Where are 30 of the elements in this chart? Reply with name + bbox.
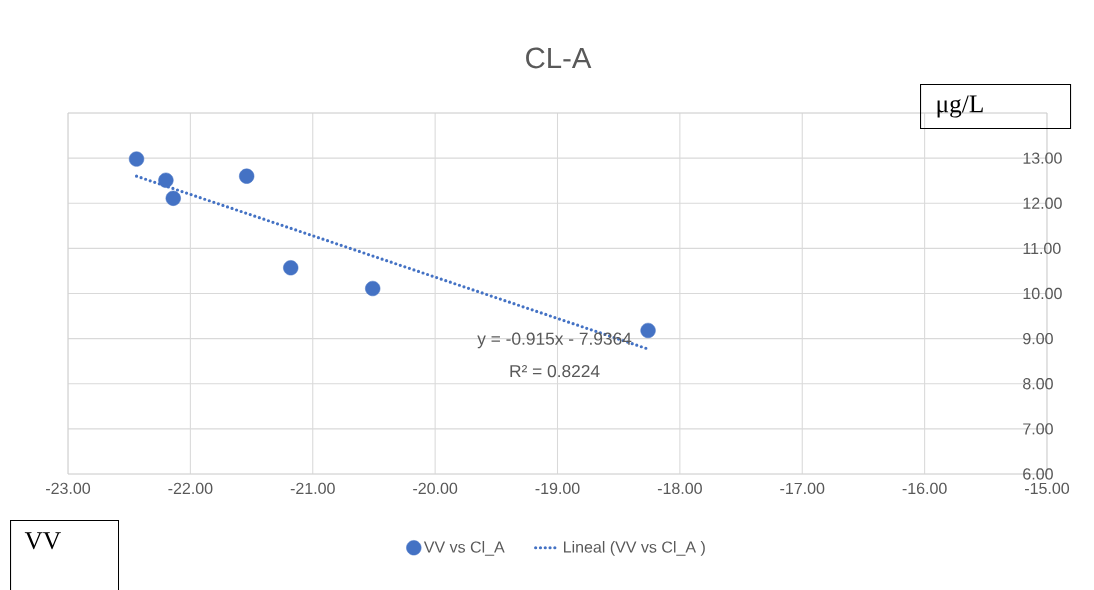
y-tick-label: 8.00	[1023, 378, 1053, 390]
point	[640, 322, 656, 339]
x-tick-label: -23.00	[46, 482, 91, 495]
y-tick-label: 9.00	[1023, 332, 1053, 345]
x-tick-label: -19.00	[535, 482, 580, 495]
y-tick-label: 6.00	[1023, 468, 1053, 480]
x-tick-label: -21.00	[290, 482, 335, 495]
legend-label: VV vs Cl_A	[423, 540, 505, 556]
y-axis-title: μg/L	[937, 95, 983, 118]
point	[365, 280, 381, 297]
annotation: R² = 0.8224	[510, 364, 600, 378]
legend-label: Lineal (VV vs Cl_A )	[564, 540, 705, 556]
x-tick-label: -15.00	[1025, 482, 1070, 495]
point	[128, 151, 145, 167]
y-tick-label: 11.00	[1023, 242, 1061, 255]
x-tick-label: -16.00	[902, 482, 947, 495]
x-axis-title: VV	[24, 532, 61, 550]
x-tick-label: -22.00	[168, 482, 213, 495]
x-tick-label: -20.00	[413, 482, 458, 495]
point	[158, 172, 174, 188]
y-tick-label: 12.00	[1023, 197, 1062, 209]
x-tick-label: -17.00	[780, 482, 825, 495]
point	[165, 190, 181, 206]
y-tick-label: 13.00	[1023, 152, 1062, 164]
point	[239, 168, 255, 184]
point	[283, 260, 299, 276]
chart-title: CL-A	[526, 47, 592, 69]
x-tick-label: -18.00	[657, 482, 702, 495]
y-tick-label: 10.00	[1023, 287, 1062, 300]
y-tick-label: 7.00	[1023, 423, 1053, 435]
